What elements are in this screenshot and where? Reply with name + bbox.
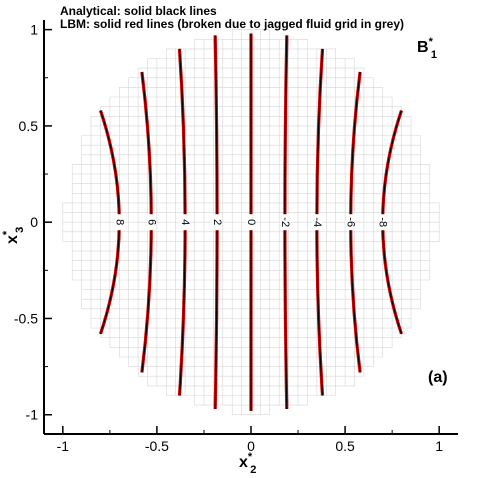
y-tick-label: 1	[30, 22, 38, 38]
contour-level-6: -4	[311, 48, 325, 396]
contour-label: -2	[279, 217, 291, 227]
contour-label: 0	[245, 219, 257, 225]
contour-label-background	[279, 214, 290, 231]
contour-level-8: -8	[377, 109, 404, 335]
contour-label: 2	[211, 219, 223, 225]
contour-label-background	[311, 214, 322, 231]
x-tick-label: 0	[247, 438, 255, 454]
x-tick-label: -0.5	[145, 438, 169, 454]
contour-level-1: 6	[140, 71, 157, 373]
x-axis-title: x* 2	[239, 451, 256, 476]
contour-label-background	[246, 214, 256, 231]
y-tick-label: -1	[26, 407, 39, 423]
y-tick-label: -0.5	[14, 310, 38, 326]
note-analytical: Analytical: solid black lines	[60, 4, 217, 18]
field-label: B* 1	[417, 36, 437, 61]
x-tick-label: 1	[435, 438, 443, 454]
tick-marks: -1 -0.5 0 0.5 1 -1 -0.5 0 0.5 1	[14, 22, 443, 454]
contour-label-background	[377, 214, 388, 231]
contour-label-background	[180, 214, 191, 231]
contour-label: 6	[145, 219, 157, 225]
contour-label: 8	[113, 219, 125, 225]
x-tick-label: 0.5	[335, 438, 355, 454]
note-lbm: LBM: solid red lines (broken due to jagg…	[60, 17, 404, 31]
contour-label-background	[146, 214, 157, 231]
contour-label: -4	[311, 217, 323, 227]
contour-label-background	[114, 214, 125, 231]
y-axis-title: x*3	[1, 227, 26, 244]
svg-text:x*3: x*3	[1, 227, 26, 244]
contour-label: -6	[345, 217, 357, 227]
contour-level-0: 8	[98, 109, 125, 335]
contour-level-3: 2	[211, 35, 223, 410]
contour-label: 4	[179, 219, 191, 225]
contour-level-7: -6	[345, 71, 362, 373]
y-tick-label: 0	[30, 214, 38, 230]
contour-level-2: 4	[177, 48, 191, 396]
panel-label: (a)	[428, 369, 448, 386]
contour-level-5: -2	[279, 35, 291, 410]
contour-label-background	[212, 214, 223, 231]
y-tick-label: 0.5	[19, 118, 39, 134]
x-tick-label: -1	[57, 438, 70, 454]
contour-lines: 8 6 4 2 0 -2 -4 -6 -8	[98, 33, 404, 411]
contour-label-background	[345, 214, 356, 231]
contour-level-4: 0	[245, 33, 257, 411]
contour-label: -8	[377, 217, 389, 227]
